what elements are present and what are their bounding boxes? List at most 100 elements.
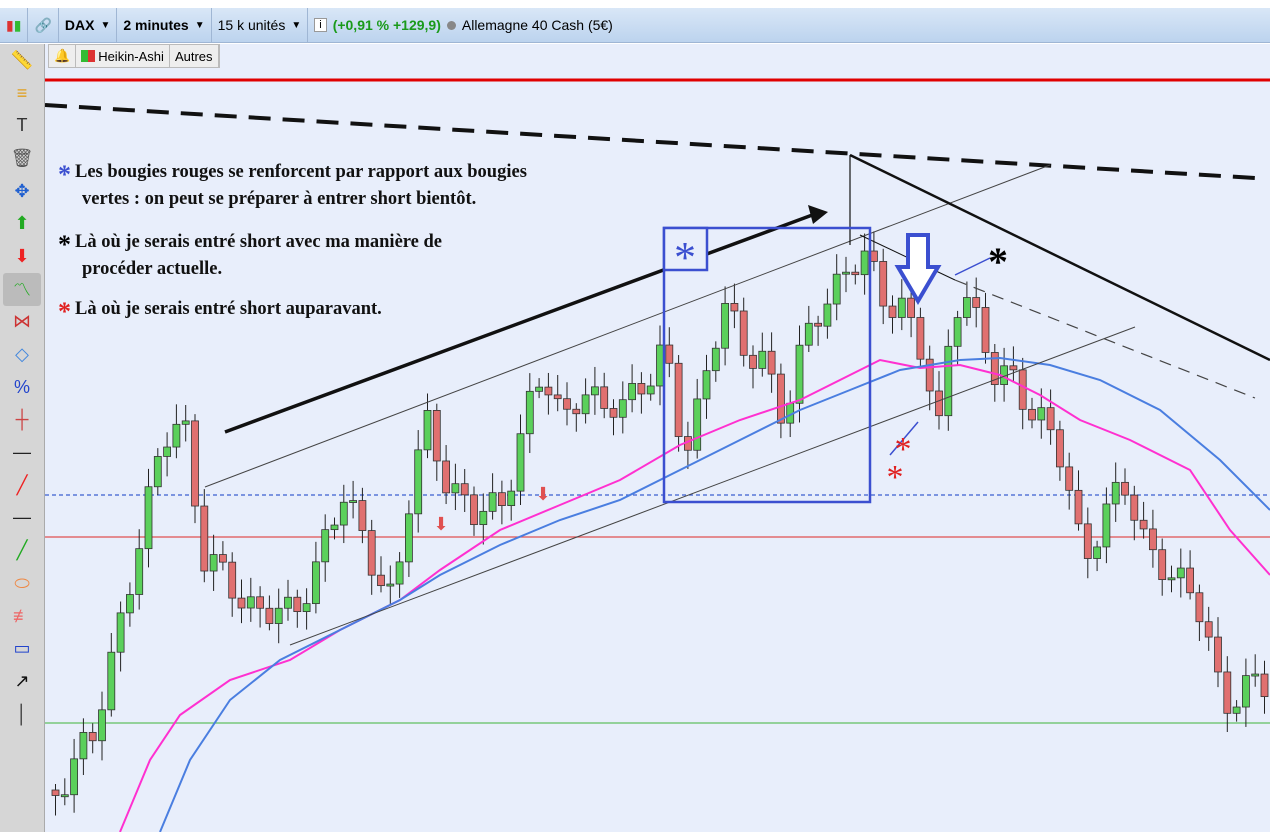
candle-down: [265, 607, 274, 624]
candle-up: [451, 483, 460, 494]
channel-icon[interactable]: 〽: [3, 272, 41, 306]
channel-lower-line: [289, 326, 1136, 646]
candle-down: [600, 386, 609, 409]
candle-up: [1167, 577, 1176, 581]
pointer-line: [954, 257, 991, 276]
trend-line-red-icon[interactable]: ╱: [16, 474, 28, 495]
range-icon[interactable]: ┼: [15, 409, 29, 430]
red-asterisk-icon: *: [887, 459, 904, 496]
candle-up: [702, 370, 711, 400]
horizontal-line-icon[interactable]: ≡: [16, 82, 28, 103]
candle-down: [377, 574, 385, 587]
info-icon[interactable]: i: [314, 18, 327, 32]
down-arrow-icon: [894, 233, 942, 305]
fibonacci-icon[interactable]: ≢: [13, 605, 31, 626]
candle-up: [126, 594, 134, 614]
candle-up: [70, 758, 79, 796]
black-asterisk-icon: *: [58, 230, 71, 259]
candle-up: [153, 456, 162, 488]
candle-down: [228, 561, 237, 599]
annotation-note-1: * Les bougies rouges se renforcent par ra…: [58, 160, 527, 211]
red-asterisk-icon: *: [58, 297, 71, 326]
candle-up: [711, 347, 720, 372]
candle-down: [1195, 592, 1204, 623]
trend-line-green-icon[interactable]: ╱: [16, 540, 28, 561]
candle-up: [163, 446, 171, 457]
candle-down: [553, 394, 562, 400]
chevron-down-icon: ▼: [194, 19, 205, 31]
candle-down: [1056, 429, 1064, 468]
horizontal-line-black-icon[interactable]: —: [13, 442, 31, 463]
trend-arrow-line: [224, 212, 816, 434]
candle-down: [1009, 365, 1018, 371]
symbol-select[interactable]: DAX ▼: [59, 8, 118, 42]
candle-down: [1149, 528, 1157, 551]
move-icon[interactable]: ✥: [14, 180, 30, 201]
red-asterisk-icon: *: [895, 431, 912, 468]
buy-arrow-icon[interactable]: ⬆: [14, 213, 30, 234]
candle-up: [423, 410, 432, 451]
instrument-info: i (+0,91 % +129,9) Allemagne 40 Cash (5€…: [308, 8, 619, 42]
candlestick-icon[interactable]: ▮ ▮: [0, 8, 29, 42]
chevron-down-icon: ▼: [100, 19, 111, 31]
triangle-icon[interactable]: ⋈: [13, 311, 31, 332]
candle-up: [349, 500, 358, 503]
vertical-line-icon[interactable]: │: [16, 703, 28, 724]
chart-type-button[interactable]: Heikin-Ashi: [76, 45, 170, 67]
text-icon[interactable]: T: [16, 115, 28, 136]
link-icon[interactable]: 🔗: [28, 8, 59, 42]
trash-icon[interactable]: 🗑: [10, 147, 34, 168]
price-chart[interactable]: * ***⬇⬇: [45, 66, 1270, 832]
chevron-down-icon: ▼: [291, 19, 302, 31]
candle-down: [888, 305, 897, 318]
note-text: Là où je serais entré short avec ma mani…: [75, 232, 443, 252]
arrow-icon[interactable]: ↗: [14, 670, 30, 691]
symbol-label: DAX: [64, 17, 95, 33]
candle-up: [721, 303, 729, 349]
candle-down: [1223, 671, 1232, 714]
timeframe-label: 2 minutes: [123, 17, 189, 33]
moving-average-slow: [159, 356, 1270, 832]
candle-down: [851, 271, 860, 276]
candle-down: [907, 297, 915, 318]
annotation-note-3: * Là où je serais entré short auparavant.: [58, 297, 382, 326]
chart-toolbar: ▮ ▮ 🔗 DAX ▼ 2 minutes ▼ 15 k unités ▼ i (+0,…: [0, 8, 1270, 43]
candle-down: [1139, 519, 1148, 530]
note-text: Les bougies rouges se renforcent par rap…: [75, 162, 527, 182]
note-text: procéder actuelle.: [82, 259, 223, 279]
moving-average-fast: [119, 358, 1270, 832]
percent-icon[interactable]: %: [13, 376, 30, 397]
timeframe-select[interactable]: 2 minutes ▼: [117, 8, 212, 42]
candle-up: [860, 250, 869, 276]
rectangle-icon[interactable]: ▭: [13, 638, 31, 659]
rectangle-rotate-icon[interactable]: ◇: [15, 344, 29, 365]
sell-arrow-icon[interactable]: ⬇: [14, 245, 30, 266]
candle-up: [693, 398, 702, 451]
chart-subbar: 🔔 Heikin-Ashi Autres: [48, 44, 220, 68]
candle-down: [256, 596, 265, 609]
units-select[interactable]: 15 k unités ▼: [212, 8, 309, 42]
candle-up: [414, 449, 423, 515]
candle-down: [191, 420, 199, 507]
ruler-icon[interactable]: 📏: [10, 49, 34, 70]
candle-down: [1018, 369, 1027, 410]
alert-bell-icon[interactable]: 🔔: [49, 45, 77, 67]
candle-down: [1065, 466, 1074, 491]
chart-type-label: Heikin-Ashi: [98, 48, 164, 64]
candle-down: [1121, 481, 1129, 496]
instrument-name: Allemagne 40 Cash (5€): [461, 17, 613, 33]
line-icon[interactable]: —: [13, 507, 31, 528]
pointer-line: [889, 421, 919, 456]
other-button[interactable]: Autres: [170, 45, 219, 67]
candle-down: [916, 317, 925, 360]
ellipse-icon[interactable]: ⬭: [14, 572, 30, 593]
candle-up: [1093, 546, 1101, 559]
candle-up: [1176, 567, 1185, 579]
candle-down: [609, 408, 618, 418]
sell-signal-arrow-icon: ⬇: [535, 484, 550, 504]
candle-down: [51, 789, 60, 796]
candle-down: [358, 500, 367, 531]
candle-down: [925, 358, 934, 392]
candle-down: [1083, 523, 1092, 559]
candle-up: [1251, 673, 1260, 677]
